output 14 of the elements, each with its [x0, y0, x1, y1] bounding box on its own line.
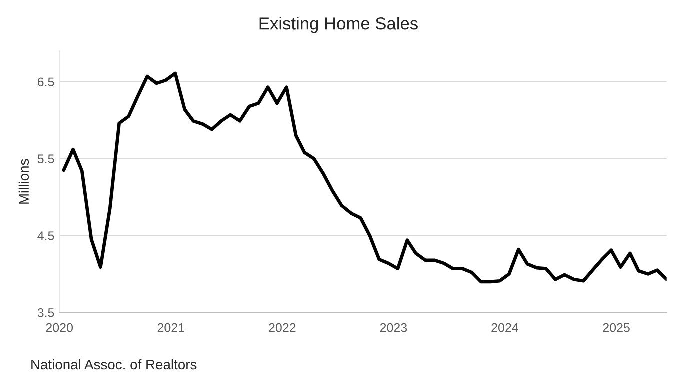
y-tick-label: 6.5	[38, 78, 54, 87]
x-tick-label: 2024	[492, 323, 519, 332]
y-tick-label: 5.5	[38, 154, 54, 164]
x-tick-label: 2022	[269, 323, 296, 332]
x-tick-label: 2025	[603, 323, 630, 332]
x-tick-label: 2023	[380, 323, 408, 332]
y-axis-title: Millions	[18, 159, 30, 204]
y-tick-label: 4.5	[38, 232, 54, 240]
y-tick-label: 3.5	[38, 308, 54, 318]
text: National Assoc. of Realtors	[32, 359, 197, 370]
x-tick-label: 2020	[46, 323, 73, 332]
x-tick-label: 2021	[158, 323, 184, 332]
line-series	[62, 72, 667, 284]
chart-title: Existing Home Sales	[260, 17, 418, 34]
